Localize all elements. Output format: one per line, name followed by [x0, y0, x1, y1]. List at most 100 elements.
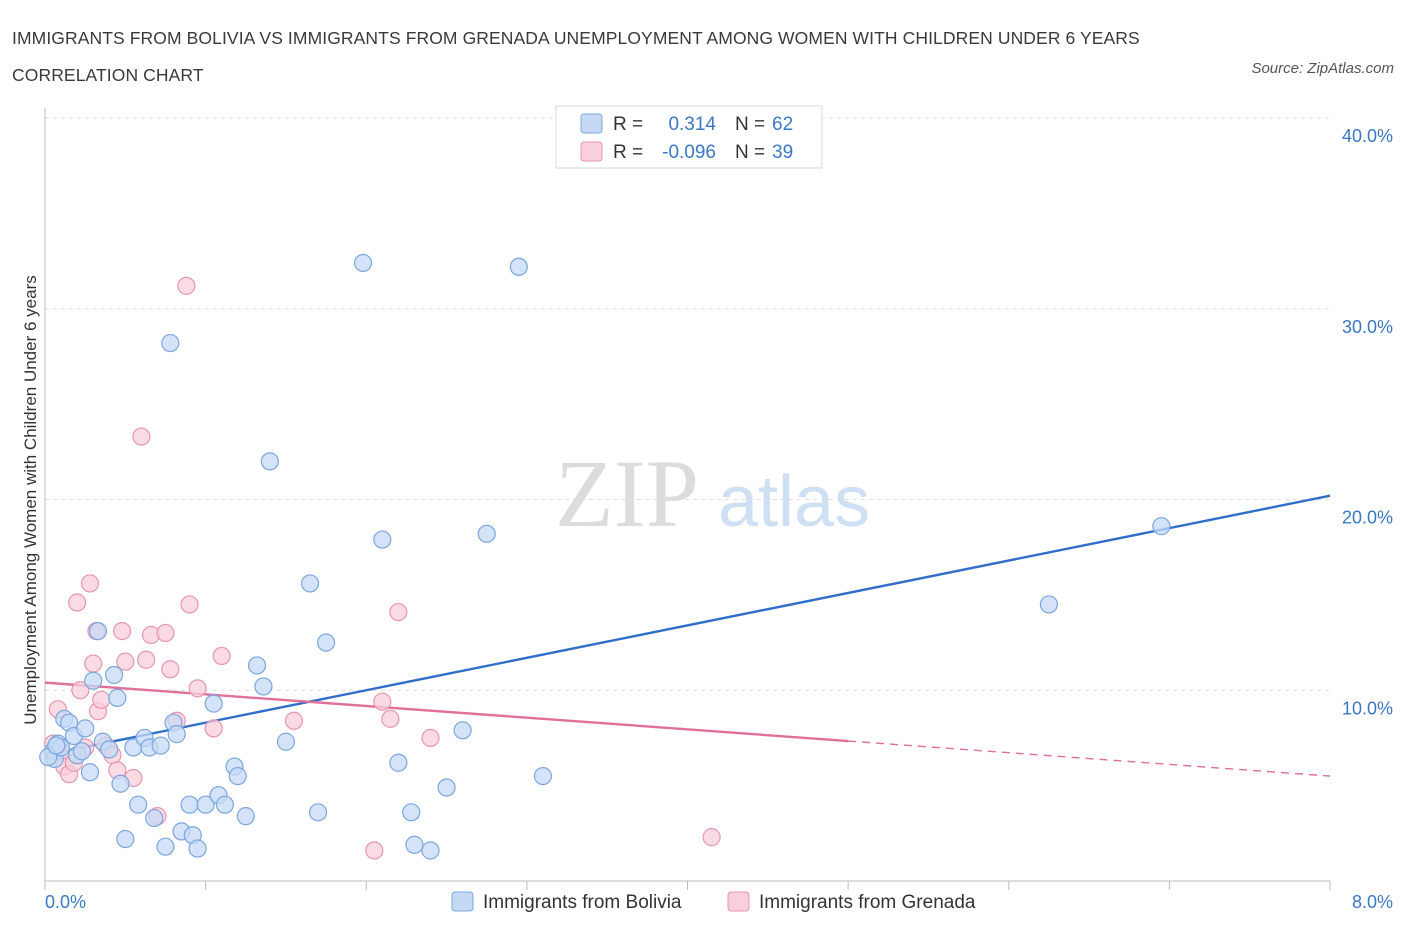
bolivia-point — [145, 808, 164, 828]
grenada-point — [68, 593, 87, 612]
legend-r-value-2: -0.096 — [662, 142, 716, 163]
y-axis-label: Unemployment Among Women with Children U… — [21, 275, 40, 724]
legend-r-label-1: R = — [613, 114, 643, 135]
bottom-legend-grenada: Immigrants from Grenada — [759, 892, 976, 913]
bolivia-point — [276, 732, 296, 751]
legend-n-value-2: 39 — [772, 142, 793, 163]
trend-lines — [44, 494, 1331, 777]
bolivia-point — [80, 763, 100, 782]
bolivia-point — [1152, 517, 1171, 536]
trend-line-solid — [44, 494, 1331, 757]
bolivia-point — [188, 839, 207, 858]
grenada-point — [421, 728, 440, 748]
bolivia-point — [167, 725, 186, 744]
bolivia-point — [405, 835, 424, 854]
grenada-point — [212, 646, 231, 666]
bolivia-point — [509, 257, 528, 276]
bolivia-point — [308, 803, 328, 822]
y-tick-label: 30.0% — [1342, 317, 1393, 337]
bottom-swatch-bolivia — [451, 891, 474, 912]
trend-line-dashed — [848, 740, 1331, 777]
data-points — [39, 253, 1171, 860]
bolivia-point — [215, 795, 234, 814]
trend-line-solid — [44, 681, 849, 743]
watermark-atlas: atlas — [718, 462, 870, 542]
bolivia-point — [421, 841, 440, 860]
y-tick-label: 20.0% — [1342, 508, 1393, 528]
legend-r-label-2: R = — [613, 142, 643, 163]
bolivia-point — [100, 740, 119, 759]
bolivia-point — [108, 688, 127, 707]
bottom-legend-bolivia: Immigrants from Bolivia — [483, 892, 682, 913]
bottom-swatch-grenada — [727, 891, 750, 912]
grenada-point — [84, 654, 103, 673]
bolivia-point — [353, 253, 373, 273]
bolivia-point — [316, 633, 336, 652]
bolivia-point — [204, 694, 223, 713]
bolivia-point — [254, 677, 273, 696]
bolivia-point — [129, 795, 148, 814]
grenada-point — [137, 650, 156, 669]
bolivia-point — [228, 766, 247, 786]
grenada-point — [381, 709, 400, 728]
grenada-point — [702, 828, 721, 847]
x-tick-label-min: 0.0% — [45, 892, 86, 912]
bolivia-point — [88, 622, 108, 641]
bolivia-point — [373, 530, 392, 549]
grenada-point — [80, 574, 100, 593]
bolivia-point — [1039, 595, 1059, 614]
bolivia-point — [260, 452, 279, 471]
bolivia-point — [477, 524, 496, 543]
bolivia-point — [402, 803, 421, 822]
chart-title: IMMIGRANTS FROM BOLIVIA VS IMMIGRANTS FR… — [12, 28, 1140, 85]
x-tick-label-max: 8.0% — [1352, 892, 1393, 912]
grenada-point — [161, 660, 180, 679]
grenada-point — [112, 622, 132, 641]
bolivia-point — [236, 807, 255, 826]
bolivia-point — [247, 656, 267, 675]
bolivia-point — [161, 333, 180, 353]
bolivia-point — [533, 766, 553, 786]
bolivia-point — [111, 774, 130, 793]
grenada-point — [116, 652, 135, 671]
legend-r-value-1: 0.314 — [668, 114, 716, 135]
bolivia-point — [72, 742, 92, 761]
bolivia-point — [453, 721, 472, 740]
grenada-point — [156, 623, 175, 643]
grenada-point — [177, 276, 196, 295]
gridlines — [45, 117, 1330, 691]
bolivia-point — [76, 719, 95, 738]
grenada-point — [284, 711, 304, 730]
bolivia-point — [151, 736, 170, 755]
bolivia-point — [104, 665, 124, 685]
bolivia-point — [196, 795, 215, 814]
bolivia-point — [389, 753, 408, 772]
grenada-point — [180, 595, 199, 614]
grenada-point — [188, 679, 207, 698]
bolivia-point — [180, 795, 199, 814]
bolivia-point — [116, 829, 135, 849]
grenada-point — [71, 681, 90, 700]
grenada-point — [92, 690, 111, 709]
bolivia-point — [437, 778, 456, 797]
legend-n-value-1: 62 — [772, 114, 793, 135]
legend-n-label-1: N = — [735, 114, 765, 135]
legend-swatch-grenada — [580, 141, 603, 162]
bolivia-point — [47, 736, 66, 755]
legend-n-label-2: N = — [735, 142, 765, 163]
watermark-zip: ZIP — [555, 440, 699, 547]
bolivia-point — [156, 837, 175, 856]
legend-swatch-bolivia — [580, 113, 603, 134]
grenada-point — [389, 602, 408, 622]
y-tick-label: 10.0% — [1342, 698, 1393, 718]
tick-labels: 10.0% 20.0% 30.0% 40.0% 0.0% 8.0% — [45, 126, 1393, 912]
grenada-point — [204, 719, 223, 738]
grenada-point — [365, 841, 384, 860]
y-tick-label: 40.0% — [1342, 126, 1393, 146]
bolivia-point — [84, 671, 103, 690]
grenada-point — [373, 692, 392, 711]
source-credit: Source: ZipAtlas.com — [1251, 60, 1394, 77]
bolivia-point — [300, 574, 320, 593]
top-legend: R = 0.314 N = 62 R = -0.096 N = 39 — [555, 105, 823, 169]
